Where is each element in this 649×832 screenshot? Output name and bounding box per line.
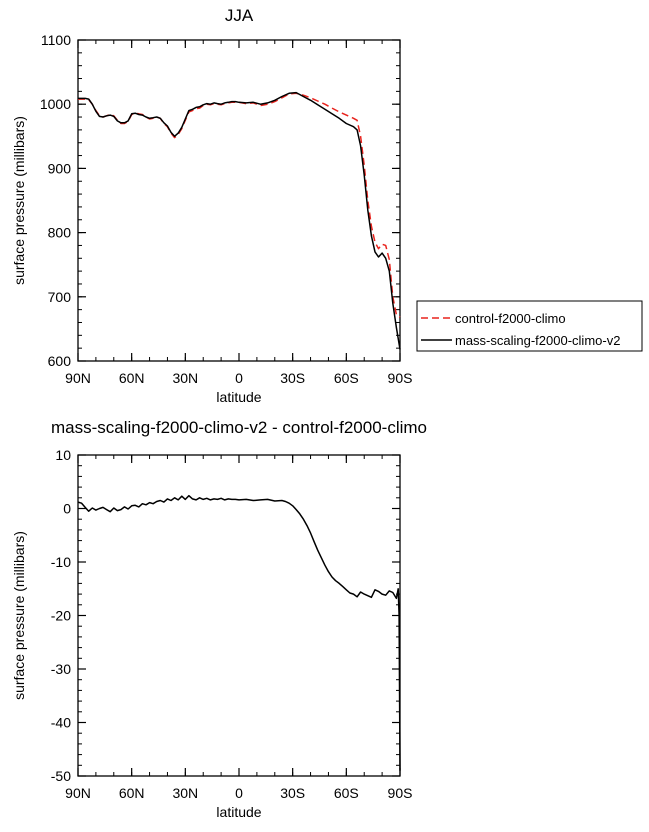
chart-2: 90N 60N 30N 0 30S 60S 90S -50 -40 -30 -20 -10 0 10 mas… [11, 418, 427, 820]
y-tick-label: 10 [55, 447, 71, 463]
series-line-1 [78, 92, 401, 318]
x-tick-label: 30S [280, 785, 305, 801]
y-tick-label: -20 [51, 608, 71, 624]
y-axis-title: surface pressure (millibars) [11, 116, 27, 285]
y-tick-label: -40 [51, 715, 71, 731]
x-tick-label: 0 [235, 785, 243, 801]
y-tick-label: 700 [48, 289, 72, 305]
x-tick-label: 60S [334, 370, 359, 386]
y-tick-label: -50 [51, 768, 71, 784]
legend-label: mass-scaling-f2000-climo-v2 [455, 333, 620, 348]
chart-title: mass-scaling-f2000-climo-v2 - control-f2… [51, 418, 427, 437]
x-tick-label: 30S [280, 370, 305, 386]
x-tick-label: 90N [65, 370, 91, 386]
series-line-2 [78, 91, 401, 350]
y-tick-label: -10 [51, 554, 71, 570]
x-tick-label: 60S [334, 785, 359, 801]
x-axis-title: latitude [216, 389, 261, 405]
legend-box [416, 300, 643, 352]
y-tick-label: 900 [48, 160, 72, 176]
y-axis-title: surface pressure (millibars) [11, 531, 27, 700]
y-tick-label: 1100 [41, 32, 71, 48]
x-tick-label: 60N [119, 785, 145, 801]
x-tick-label: 90N [65, 785, 91, 801]
chart-title: JJA [225, 6, 254, 25]
legend: control-f2000-climo mass-scaling-f2000-cl… [416, 300, 643, 352]
x-tick-label: 60N [119, 370, 145, 386]
x-tick-label: 90S [388, 370, 413, 386]
x-tick-label: 90S [388, 785, 413, 801]
y-tick-label: -30 [51, 661, 71, 677]
y-tick-label: 1000 [40, 96, 71, 112]
x-tick-label: 30N [172, 370, 198, 386]
y-tick-label: 0 [63, 501, 71, 517]
x-tick-label: 30N [172, 785, 198, 801]
chart-1: 90N 60N 30N 0 30S 60S 90S 600 700 800 900 1000 1100 J… [11, 6, 643, 405]
series-line-1 [77, 494, 401, 771]
y-tick-label: 800 [48, 225, 72, 241]
plot-frame [77, 39, 401, 362]
y-tick-label: 600 [48, 353, 72, 369]
plot-frame [77, 454, 401, 777]
x-axis-title: latitude [216, 804, 261, 820]
legend-label: control-f2000-climo [455, 311, 566, 326]
x-tick-label: 0 [235, 370, 243, 386]
